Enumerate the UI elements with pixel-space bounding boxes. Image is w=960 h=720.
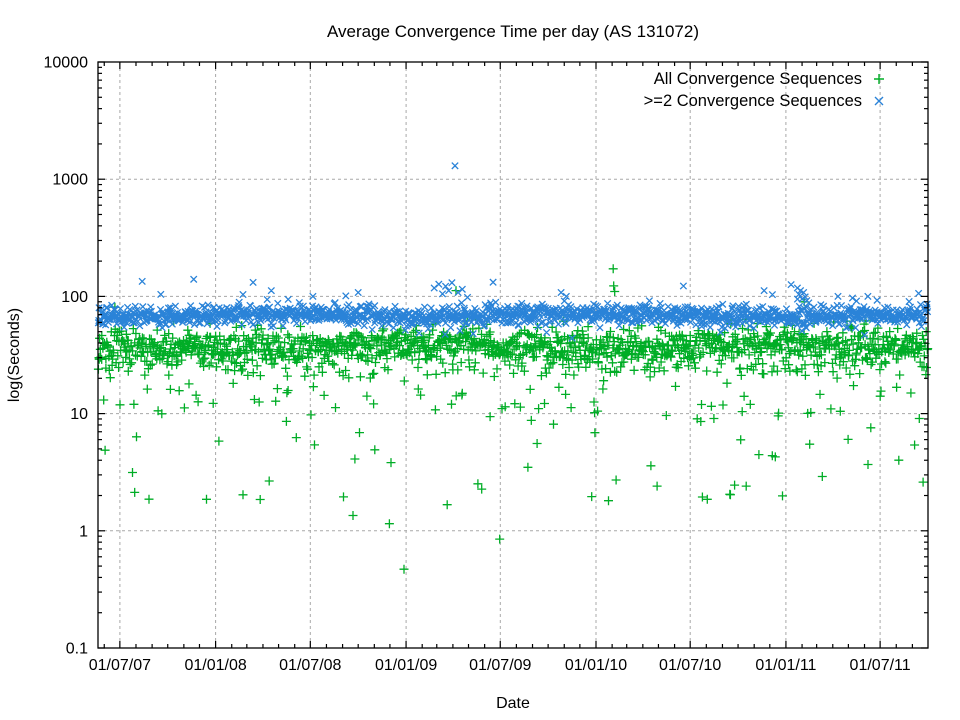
y-tick-label: 10 xyxy=(70,406,88,423)
data-points-layer xyxy=(93,162,933,574)
series-cross-points xyxy=(94,162,932,342)
y-tick-label: 1 xyxy=(79,523,88,540)
tick-labels: 01/07/07 01/01/08 01/07/08 01/01/09 01/07/09… xyxy=(44,55,911,675)
axes-and-ticks xyxy=(97,61,929,649)
y-tick-label: 1000 xyxy=(52,172,88,189)
x-tick-label: 01/01/10 xyxy=(565,657,627,674)
x-tick-label: 01/07/08 xyxy=(279,657,341,674)
x-axis-label: Date xyxy=(496,695,530,712)
legend-label-ge2-sequences: >=2 Convergence Sequences xyxy=(644,92,862,110)
x-tick-label: 01/01/09 xyxy=(375,657,437,674)
legend-markers xyxy=(874,74,884,106)
y-tick-label: 0.1 xyxy=(66,641,88,658)
x-tick-label: 01/01/11 xyxy=(755,657,816,674)
legend-label-all-sequences: All Convergence Sequences xyxy=(654,70,862,88)
y-tick-label: 10000 xyxy=(44,55,89,72)
y-tick-label: 100 xyxy=(61,289,88,306)
cross-marker-icon xyxy=(874,96,884,106)
plus-marker-icon xyxy=(874,74,884,84)
x-tick-label: 01/01/08 xyxy=(184,657,246,674)
y-axis-label: log(Seconds) xyxy=(6,308,23,402)
chart-title: Average Convergence Time per day (AS 131… xyxy=(327,22,699,41)
x-tick-label: 01/07/10 xyxy=(659,657,721,674)
plot-border xyxy=(97,61,929,649)
x-tick-label: 01/07/07 xyxy=(89,657,151,674)
x-tick-label: 01/07/09 xyxy=(469,657,531,674)
x-tick-label: 01/07/11 xyxy=(850,657,911,674)
